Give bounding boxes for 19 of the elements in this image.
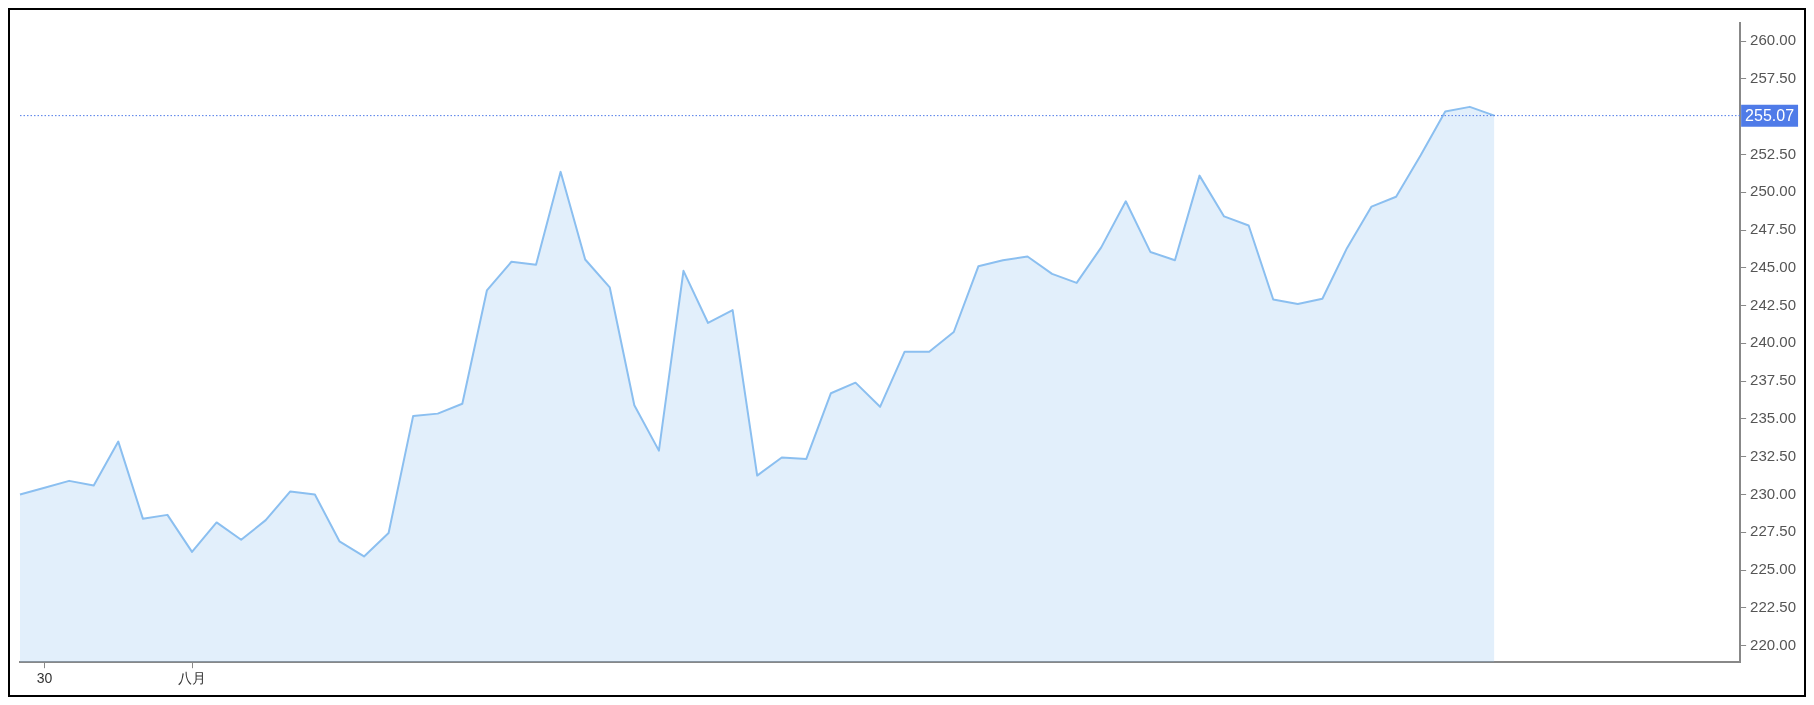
y-tick-label: 247.50 — [1750, 220, 1797, 238]
y-tick-label: 260.00 — [1750, 31, 1797, 49]
y-tick-label: 250.00 — [1750, 182, 1797, 200]
ref-line-label: 255.07 — [1745, 107, 1795, 125]
y-tick-label: 242.50 — [1750, 295, 1797, 313]
y-tick-label: 225.00 — [1750, 560, 1797, 578]
y-tick-label: 232.50 — [1750, 446, 1797, 464]
y-tick-label: 227.50 — [1750, 522, 1797, 540]
y-tick-label: 237.50 — [1750, 371, 1797, 389]
y-tick-label: 230.00 — [1750, 484, 1797, 502]
y-tick-label: 257.50 — [1750, 69, 1797, 87]
y-tick-label: 245.00 — [1750, 257, 1797, 275]
y-tick-label: 220.00 — [1750, 635, 1797, 653]
x-tick-label: 30 — [36, 670, 53, 687]
x-tick-label: 八月 — [178, 670, 207, 687]
y-tick-label: 235.00 — [1750, 409, 1797, 427]
y-tick-label: 240.00 — [1750, 333, 1797, 351]
y-tick-label: 222.50 — [1750, 597, 1797, 615]
y-tick-label: 252.50 — [1750, 144, 1797, 162]
